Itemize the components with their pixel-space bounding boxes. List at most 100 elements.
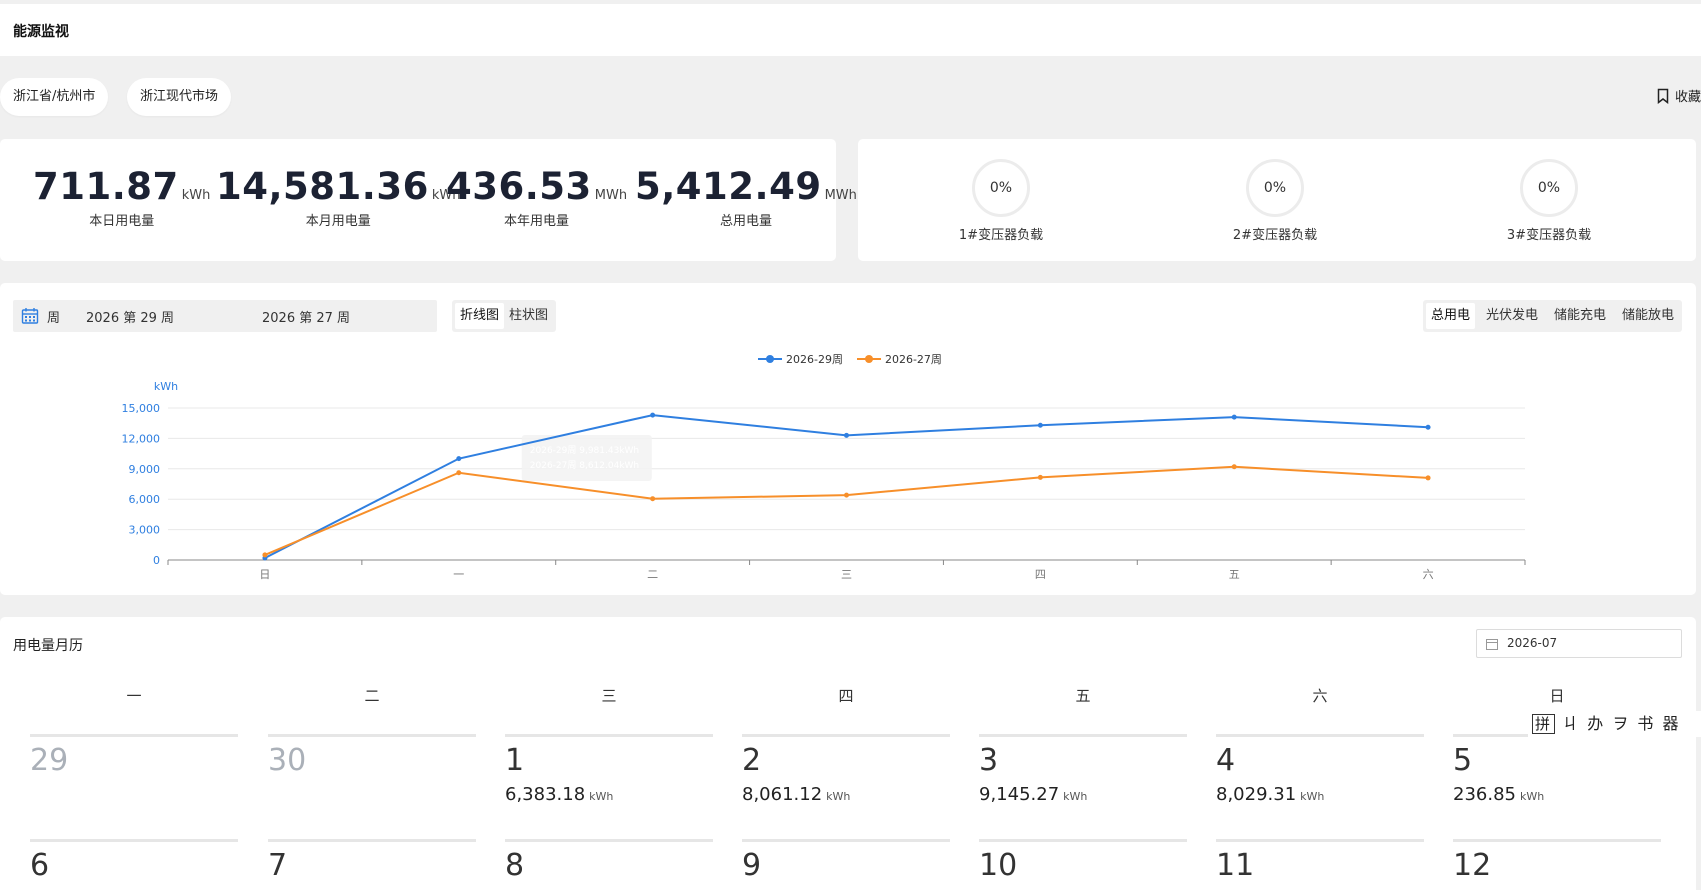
series-1-point	[1037, 422, 1043, 428]
calendar-day-number: 12	[1453, 848, 1492, 883]
location-pill-market[interactable]: 浙江现代市场	[127, 78, 232, 116]
calendar-day-cell[interactable]: 4 8,029.31 kWh	[1216, 734, 1424, 805]
x-tick-label: 日	[259, 568, 270, 581]
x-tick-label: 四	[1035, 568, 1046, 581]
y-tick-label: 9,000	[129, 463, 161, 476]
calendar-day-cell[interactable]: 6	[30, 839, 238, 883]
legend-label-1: 2026-29周	[786, 353, 843, 366]
ime-toolbar[interactable]: 拼 ㄐ 办 ヲ 书 器	[1528, 711, 1701, 737]
weekday-header: 六	[1312, 687, 1328, 705]
transformer-1-label: 1#变压器负载	[958, 228, 1044, 243]
legend-item-series-1[interactable]: 2026-29周	[758, 351, 843, 367]
calendar-day-cell[interactable]: 9	[742, 839, 950, 883]
ime-pinyin-key[interactable]: 拼	[1532, 714, 1556, 734]
calendar-day-cell[interactable]: 3 9,145.27 kWh	[979, 734, 1187, 805]
series-2-point	[650, 496, 656, 502]
chart-type-tabs: 折线图 柱状图	[452, 300, 557, 332]
calendar-day-cell[interactable]: 2 8,061.12 kWh	[742, 734, 950, 805]
calendar-day-cell[interactable]: 30	[268, 734, 476, 778]
x-tick-label: 一	[453, 568, 464, 581]
stat-month: 14,581.36 kWh 本月用电量	[216, 165, 460, 229]
x-tick-label: 五	[1229, 568, 1240, 581]
transformer-2-label: 2#变压器负载	[1232, 228, 1318, 243]
stat-day-label: 本日用电量	[89, 214, 155, 229]
transformer-2-gauge: 0%	[1246, 159, 1304, 217]
calendar-day-value: 9,145.27	[979, 784, 1060, 805]
transformer-3-label: 3#变压器负载	[1506, 228, 1592, 243]
tab-pv-generation[interactable]: 光伏发电	[1485, 308, 1538, 323]
calendar-day-cell[interactable]: 8	[505, 839, 713, 883]
series-1-point	[844, 432, 849, 438]
calendar-day-cell[interactable]: 10	[979, 839, 1187, 883]
stat-year-label: 本年用电量	[504, 214, 570, 229]
legend-item-series-2[interactable]: 2026-27周	[856, 351, 942, 367]
month-picker[interactable]: 2026-07	[1476, 629, 1682, 658]
energy-stats-card: 711.87 kWh 本日用电量 14,581.36 kWh 本月用电量 436.5…	[0, 139, 857, 261]
series-2-point	[456, 470, 462, 476]
weekday-header: 三	[601, 687, 617, 705]
legend-marker-2	[856, 355, 881, 363]
stat-day-value: 711.87	[33, 165, 179, 208]
y-tick-label: 15,000	[122, 402, 161, 415]
calendar-day-unit: kWh	[1063, 790, 1088, 803]
stat-total-unit: MWh	[824, 188, 857, 203]
stat-total: 5,412.49 MWh 总用电量	[635, 165, 857, 229]
top-bar: 能源监视	[0, 4, 1701, 56]
series-2-point	[1037, 474, 1043, 480]
calendar-day-unit: kWh	[1519, 790, 1545, 803]
calendar-day-value: 8,029.31	[1216, 784, 1297, 805]
calendar-day-cell[interactable]: 12	[1453, 839, 1661, 883]
tab-storage-discharge[interactable]: 储能放电	[1621, 308, 1674, 323]
tab-total-power[interactable]: 总用电	[1425, 303, 1475, 329]
series-1-point	[456, 456, 462, 462]
x-tick-label: 三	[841, 568, 852, 581]
transformer-1-gauge: 0%	[972, 159, 1030, 217]
calendar-title: 用电量月历	[13, 638, 83, 654]
ime-tools: ㄐ 办 ヲ 书 器	[1562, 714, 1681, 733]
series-2-point	[262, 552, 268, 558]
calendar-small-icon	[1486, 639, 1498, 650]
date-to[interactable]: 2026 第 27 周	[262, 311, 351, 326]
weekday-header: 四	[838, 687, 854, 705]
stat-total-label: 总用电量	[719, 214, 772, 229]
x-tick-label: 二	[647, 568, 658, 581]
calendar-icon	[21, 308, 39, 324]
energy-type-tabs: 总用电 光伏发电 储能充电 储能放电	[1422, 300, 1682, 332]
date-from[interactable]: 2026 第 29 周	[86, 311, 175, 326]
calendar-day-number: 10	[979, 848, 1018, 883]
favorite-label: 收藏	[1674, 90, 1701, 105]
calendar-day-cell[interactable]: 29	[30, 734, 238, 778]
calendar-day-number: 2	[742, 743, 762, 778]
calendar-day-cell[interactable]: 11	[1216, 839, 1424, 883]
calendar-day-value: 8,061.12	[742, 784, 823, 805]
location-pill-province[interactable]: 浙江省/杭州市	[0, 78, 109, 116]
stat-total-value: 5,412.49	[635, 165, 822, 208]
favorite-button[interactable]: 收藏	[1657, 86, 1701, 105]
x-tick-label: 六	[1423, 568, 1434, 581]
chart-tooltip	[521, 435, 652, 481]
tab-line-chart[interactable]: 折线图	[455, 303, 505, 329]
y-tick-label: 6,000	[129, 493, 161, 506]
calendar-day-number: 4	[1216, 743, 1236, 778]
date-range-picker[interactable]: 周 2026 第 29 周 2026 第 27 周	[13, 300, 437, 332]
calendar-day-cell[interactable]: 7	[268, 839, 476, 883]
tab-storage-charge[interactable]: 储能充电	[1553, 308, 1606, 323]
stat-day-unit: kWh	[181, 188, 211, 203]
calendar-day-cell[interactable]: 1 6,383.18 kWh	[505, 734, 713, 805]
date-mode[interactable]: 周	[47, 311, 61, 326]
calendar-day-unit: kWh	[826, 790, 851, 803]
chart-tooltip-line: 2026-29周 9,981.43kWh	[530, 445, 639, 456]
transformer-card: 0% 1#变压器负载 0% 2#变压器负载 0% 3#变压器负载	[858, 139, 1696, 261]
stat-year: 436.53 MWh 本年用电量	[446, 165, 627, 229]
calendar-day-number: 3	[979, 743, 999, 778]
series-1-point	[650, 412, 656, 418]
calendar-day-number: 8	[505, 848, 525, 883]
chart-card: 周 2026 第 29 周 2026 第 27 周 折线图 柱状图 总用电 光伏…	[0, 283, 1696, 595]
energy-line-chart: kWh 15,000 12,000 9,000 6,000 3,000 0 日 一 二 三 四 五 六 20…	[122, 380, 1526, 581]
calendar-day-value: 6,383.18	[505, 784, 586, 805]
tab-bar-chart[interactable]: 柱状图	[509, 308, 549, 323]
y-tick-label: 12,000	[122, 432, 161, 445]
calendar-day-cell[interactable]: 5 236.85 kWh	[1453, 734, 1661, 805]
y-tick-label: 3,000	[129, 524, 161, 537]
legend-label-2: 2026-27周	[884, 353, 942, 366]
